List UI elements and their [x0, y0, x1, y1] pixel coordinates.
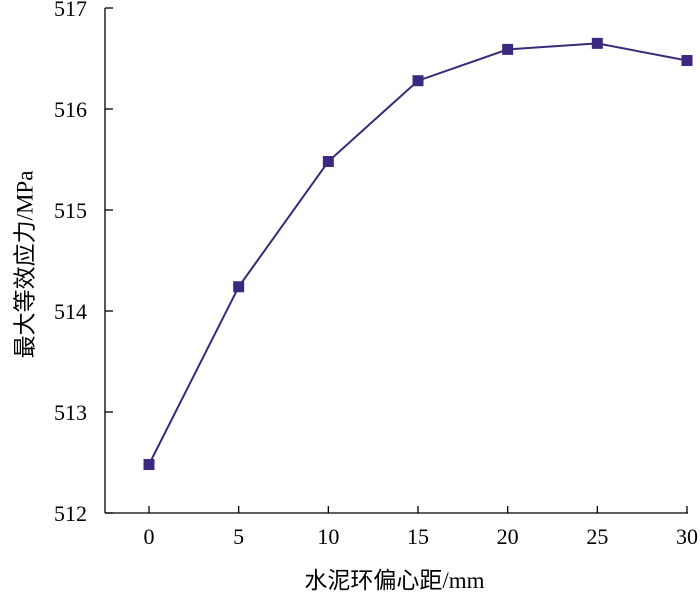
x-ticks: 0 5 10 15 20 25 30: [144, 506, 698, 549]
y-tick-label: 517: [54, 0, 87, 21]
x-tick-label: 25: [586, 524, 608, 549]
x-tick-label: 20: [497, 524, 519, 549]
x-axis-title: 水泥环偏心距/mm: [304, 568, 484, 593]
data-point-marker: [322, 156, 334, 168]
data-point-marker: [412, 75, 424, 87]
y-tick-label: 515: [54, 198, 87, 223]
y-ticks: 512 513 514 515 516 517: [54, 0, 113, 526]
series-layer: [143, 37, 693, 471]
series-line: [148, 42, 688, 465]
data-point-marker: [233, 281, 245, 293]
x-tick-label: 30: [676, 524, 698, 549]
data-point-marker: [143, 459, 155, 471]
y-tick-label: 514: [54, 299, 87, 324]
x-tick-label: 15: [407, 524, 429, 549]
y-tick-label: 513: [54, 400, 87, 425]
data-point-marker: [502, 43, 514, 55]
y-tick-label: 516: [54, 97, 87, 122]
x-tick-label: 0: [144, 524, 155, 549]
y-tick-label: 512: [54, 501, 87, 526]
x-tick-label: 10: [317, 524, 339, 549]
data-point-marker: [591, 37, 603, 49]
y-axis-title: 最大等效应力/MPa: [12, 171, 37, 359]
axes: [104, 8, 688, 514]
x-tick-label: 5: [233, 524, 244, 549]
data-point-marker: [681, 55, 693, 67]
